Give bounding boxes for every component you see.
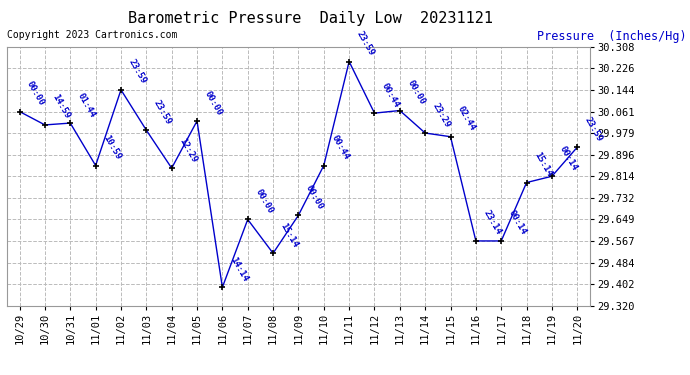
Text: Pressure  (Inches/Hg): Pressure (Inches/Hg)	[537, 30, 687, 43]
Text: 00:14: 00:14	[506, 209, 528, 237]
Text: Barometric Pressure  Daily Low  20231121: Barometric Pressure Daily Low 20231121	[128, 11, 493, 26]
Text: 12:29: 12:29	[177, 136, 199, 164]
Text: 23:59: 23:59	[355, 30, 376, 57]
Text: 00:00: 00:00	[406, 79, 426, 106]
Text: 00:14: 00:14	[558, 144, 579, 172]
Text: 00:00: 00:00	[203, 89, 224, 117]
Text: 00:00: 00:00	[304, 183, 325, 211]
Text: 15:14: 15:14	[532, 151, 553, 178]
Text: Copyright 2023 Cartronics.com: Copyright 2023 Cartronics.com	[7, 30, 177, 40]
Text: 15:14: 15:14	[279, 221, 300, 249]
Text: 23:14: 23:14	[482, 209, 502, 237]
Text: 14:59: 14:59	[50, 93, 72, 121]
Text: 14:14: 14:14	[228, 255, 249, 283]
Text: 00:00: 00:00	[253, 188, 275, 215]
Text: 10:59: 10:59	[101, 134, 122, 161]
Text: 00:44: 00:44	[329, 134, 351, 161]
Text: 23:59: 23:59	[126, 58, 148, 86]
Text: 00:00: 00:00	[25, 80, 46, 107]
Text: 02:44: 02:44	[456, 105, 477, 132]
Text: 23:59: 23:59	[152, 98, 173, 126]
Text: 23:29: 23:29	[431, 101, 452, 129]
Text: 01:44: 01:44	[76, 91, 97, 119]
Text: 23:59: 23:59	[583, 115, 604, 143]
Text: 00:44: 00:44	[380, 81, 402, 109]
